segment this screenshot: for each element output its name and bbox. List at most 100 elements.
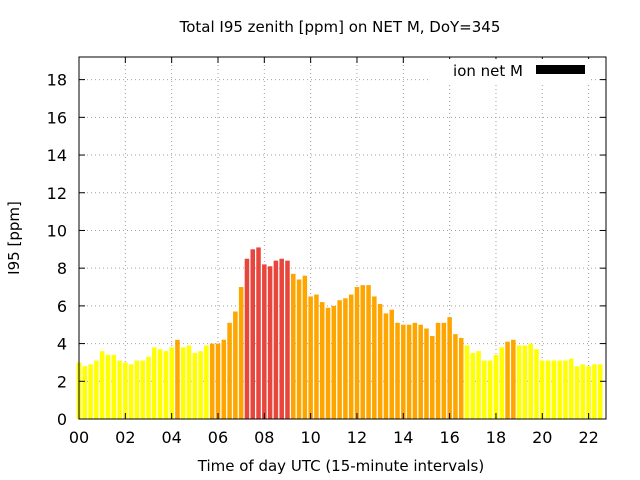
x-tick-label: 10 — [300, 428, 320, 447]
bar — [516, 345, 522, 419]
bar — [302, 275, 308, 419]
bar — [204, 345, 209, 419]
bar — [296, 279, 302, 419]
x-tick-label: 08 — [254, 428, 274, 447]
grid-lines — [79, 57, 606, 419]
bar — [157, 349, 163, 419]
bar — [447, 317, 452, 419]
bar — [209, 343, 215, 419]
x-axis-label: Time of day UTC (15-minute intervals) — [197, 457, 484, 475]
x-tick-label: 22 — [578, 428, 598, 447]
bar — [540, 360, 545, 419]
bar — [244, 258, 250, 419]
bar — [99, 351, 105, 420]
legend-swatch — [536, 65, 585, 74]
bar — [337, 300, 342, 419]
y-tick-label: 10 — [47, 221, 67, 240]
y-tick-label: 6 — [57, 297, 67, 316]
bar — [319, 302, 325, 419]
bar — [256, 247, 261, 419]
bar — [574, 366, 580, 419]
legend-label: ion net M — [453, 62, 523, 80]
bar — [238, 287, 244, 419]
bar — [111, 354, 117, 419]
y-tick-label: 8 — [57, 259, 67, 278]
y-tick-label: 12 — [47, 184, 67, 203]
bar — [186, 345, 192, 419]
y-tick-label: 16 — [47, 108, 67, 127]
bar — [198, 351, 203, 420]
bar — [192, 353, 198, 419]
bar — [82, 366, 88, 419]
bar — [227, 322, 232, 419]
x-tick-label: 06 — [208, 428, 228, 447]
bar — [291, 273, 296, 419]
bar — [424, 328, 429, 419]
bar — [557, 360, 562, 419]
bar — [430, 336, 435, 419]
bar — [435, 322, 441, 419]
bar — [117, 360, 122, 419]
bar — [348, 294, 354, 419]
bar — [325, 307, 331, 419]
bar — [314, 294, 319, 419]
bar — [262, 264, 267, 419]
bar — [441, 322, 447, 419]
bar — [389, 309, 394, 419]
bar — [418, 324, 423, 419]
x-tick-label: 18 — [486, 428, 506, 447]
y-tick-label: 4 — [57, 335, 67, 354]
y-tick-label: 18 — [47, 71, 67, 90]
bar — [308, 296, 313, 419]
y-tick-label: 14 — [47, 146, 67, 165]
bar — [267, 266, 273, 419]
bar — [476, 351, 481, 420]
bar — [354, 287, 360, 419]
bar — [499, 347, 505, 419]
bar — [487, 360, 493, 419]
bar — [458, 337, 464, 419]
bar — [372, 296, 377, 419]
bar — [406, 324, 412, 419]
y-tick-label: 0 — [57, 410, 67, 429]
bar — [377, 303, 383, 419]
x-tick-label: 02 — [115, 428, 135, 447]
bar — [285, 260, 290, 420]
y-axis-label: I95 [ppm] — [5, 201, 23, 275]
bar — [140, 360, 145, 419]
x-tick-label: 00 — [69, 428, 89, 447]
x-tick-label: 20 — [532, 428, 552, 447]
bar — [360, 285, 366, 419]
bar — [511, 339, 516, 419]
bar — [331, 305, 337, 420]
bar — [592, 364, 597, 419]
bar — [568, 358, 574, 419]
legend: ion net M — [428, 59, 590, 83]
bar — [128, 364, 134, 419]
bar — [123, 362, 128, 419]
bar — [343, 298, 348, 419]
x-tick-label: 12 — [347, 428, 367, 447]
x-tick-label: 16 — [439, 428, 459, 447]
bar — [493, 354, 499, 419]
bar — [250, 249, 255, 419]
bar — [505, 341, 510, 419]
bar — [453, 334, 458, 419]
chart-title: Total I95 zenith [ppm] on NET M, DoY=345 — [179, 18, 501, 36]
bar — [522, 345, 528, 419]
bar — [534, 349, 539, 419]
y-tick-label: 2 — [57, 372, 67, 391]
bar — [597, 364, 603, 419]
bar — [366, 285, 371, 419]
bar — [551, 360, 557, 419]
bar — [215, 343, 221, 419]
bar — [412, 322, 418, 419]
bar — [580, 364, 586, 419]
bar-series — [76, 247, 603, 420]
bar — [105, 354, 111, 419]
bar — [401, 324, 406, 419]
bar — [464, 345, 470, 419]
bar — [528, 343, 533, 419]
x-tick-label: 04 — [161, 428, 181, 447]
